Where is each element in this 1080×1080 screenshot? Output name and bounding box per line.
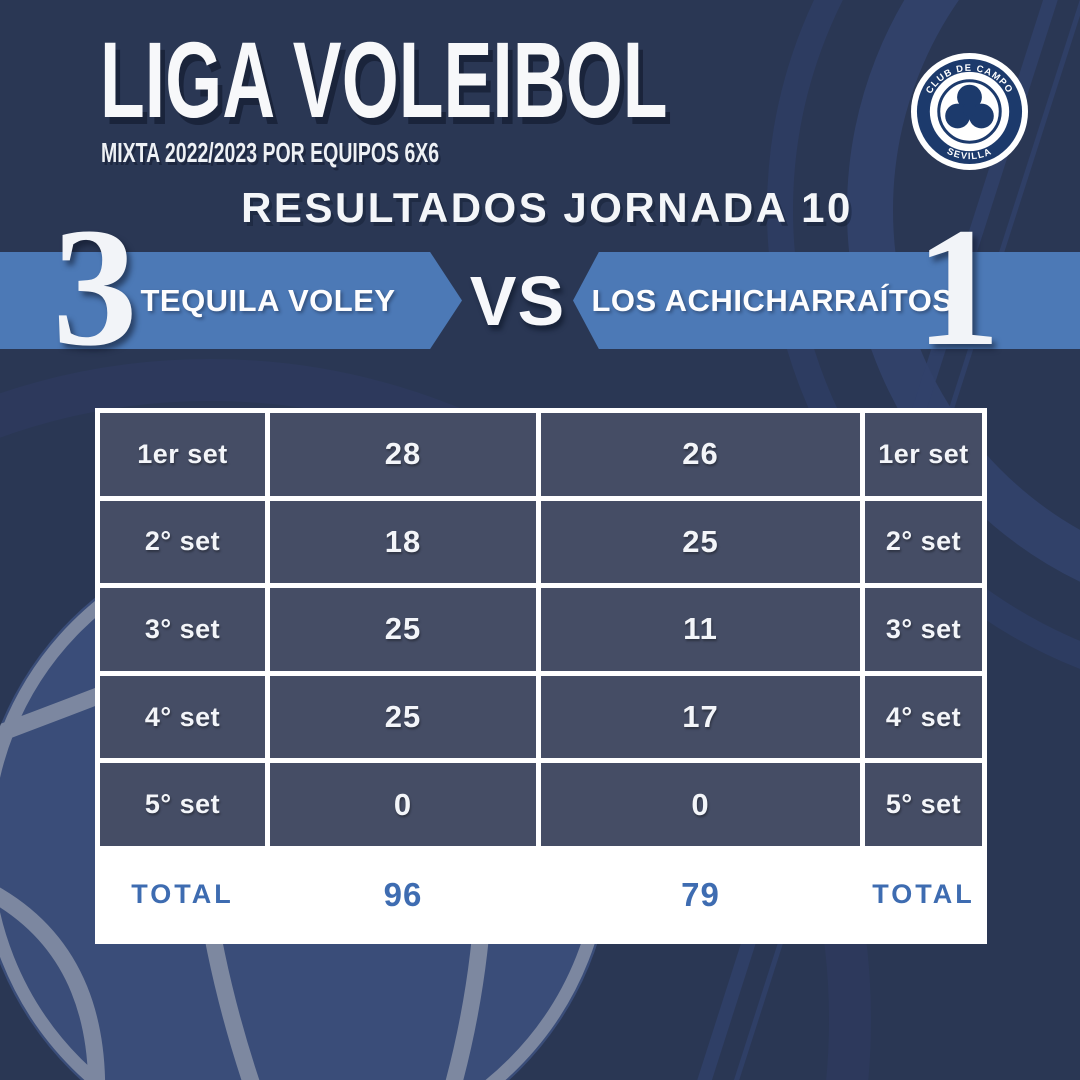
page-subtitle: MIXTA 2022/2023 POR EQUIPOS 6X6 [101,136,440,169]
logo-bottom-text: SEVILLA [946,145,993,161]
home-score-cell: 18 [270,500,536,584]
total-label: TOTAL [100,850,265,939]
away-sets-score: 1 [915,193,1001,381]
set-label-cell: 4° set [865,675,982,759]
away-score-ribbon: LOS ACHICHARRAÍTOS [573,252,1080,349]
total-row: TOTAL 96 79 TOTAL [100,850,982,939]
table-row: 4° set 25 17 4° set [100,675,982,759]
away-score-cell: 0 [541,763,860,846]
set-label-cell: 3° set [100,588,265,671]
away-score-cell: 25 [541,500,860,584]
away-score-cell: 11 [541,588,860,671]
home-team-name: TEQUILA VOLEY [140,282,396,318]
section-title: RESULTADOS JORNADA 10 [241,184,853,231]
table-row: 1er set 28 26 1er set [100,413,982,496]
table-row: 5° set 0 0 5° set [100,763,982,846]
club-trefoil-icon [945,84,994,129]
total-label: TOTAL [865,850,982,939]
away-team-name: LOS ACHICHARRAÍTOS [591,282,954,318]
home-sets-score: 3 [52,193,138,381]
svg-text:SEVILLA: SEVILLA [946,145,994,161]
home-score-ribbon: TEQUILA VOLEY [0,252,462,349]
page-title: LIGA VOLEIBOL [100,19,668,140]
table-row: 3° set 25 11 3° set [100,588,982,671]
home-score-cell: 25 [270,588,536,671]
set-label-cell: 5° set [865,763,982,846]
home-total-score: 96 [270,850,536,939]
set-label-cell: 5° set [100,763,265,846]
club-logo: CLUB DE CAMPO SEVILLA [910,52,1029,171]
table-row: 2° set 18 25 2° set [100,500,982,584]
away-score-cell: 17 [541,675,860,759]
set-label-cell: 1er set [865,413,982,496]
away-score-cell: 26 [541,413,860,496]
set-label-cell: 3° set [865,588,982,671]
vs-label: VS [469,261,566,340]
home-score-cell: 28 [270,413,536,496]
set-label-cell: 4° set [100,675,265,759]
set-label-cell: 2° set [100,500,265,584]
set-label-cell: 1er set [100,413,265,496]
score-table: 1er set 28 26 1er set 2° set 18 25 2° se… [95,408,987,944]
set-label-cell: 2° set [865,500,982,584]
away-total-score: 79 [541,850,860,939]
home-score-cell: 25 [270,675,536,759]
home-score-cell: 0 [270,763,536,846]
